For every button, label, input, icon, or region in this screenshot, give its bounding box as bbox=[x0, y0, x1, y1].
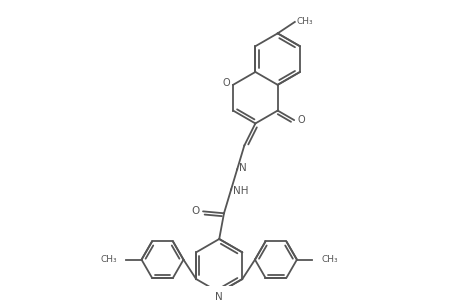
Text: N: N bbox=[215, 292, 223, 300]
Text: N: N bbox=[239, 164, 246, 173]
Text: NH: NH bbox=[232, 186, 248, 197]
Text: CH₃: CH₃ bbox=[296, 17, 312, 26]
Text: CH₃: CH₃ bbox=[321, 255, 337, 264]
Text: O: O bbox=[222, 78, 230, 88]
Text: CH₃: CH₃ bbox=[100, 255, 117, 264]
Text: O: O bbox=[297, 115, 305, 125]
Text: O: O bbox=[191, 206, 199, 216]
